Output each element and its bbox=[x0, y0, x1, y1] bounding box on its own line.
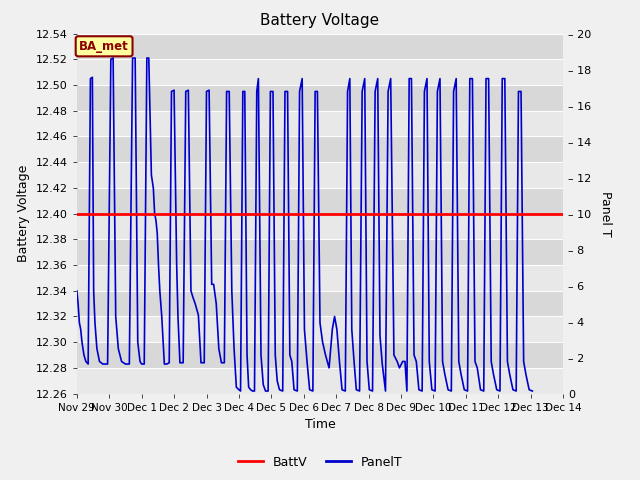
Bar bbox=[77, 188, 563, 214]
Bar bbox=[77, 316, 563, 342]
X-axis label: Time: Time bbox=[305, 418, 335, 431]
Y-axis label: Battery Voltage: Battery Voltage bbox=[17, 165, 30, 262]
Bar bbox=[77, 34, 563, 60]
Bar bbox=[77, 265, 563, 291]
Bar bbox=[77, 136, 563, 162]
Bar bbox=[77, 111, 563, 136]
Bar bbox=[77, 342, 563, 368]
Title: Battery Voltage: Battery Voltage bbox=[260, 13, 380, 28]
Bar bbox=[77, 240, 563, 265]
Bar bbox=[77, 162, 563, 188]
Text: BA_met: BA_met bbox=[79, 40, 129, 53]
Bar bbox=[77, 368, 563, 394]
Bar bbox=[77, 291, 563, 316]
Bar bbox=[77, 85, 563, 111]
Bar bbox=[77, 60, 563, 85]
Y-axis label: Panel T: Panel T bbox=[599, 191, 612, 237]
Legend: BattV, PanelT: BattV, PanelT bbox=[232, 451, 408, 474]
Bar bbox=[77, 214, 563, 240]
